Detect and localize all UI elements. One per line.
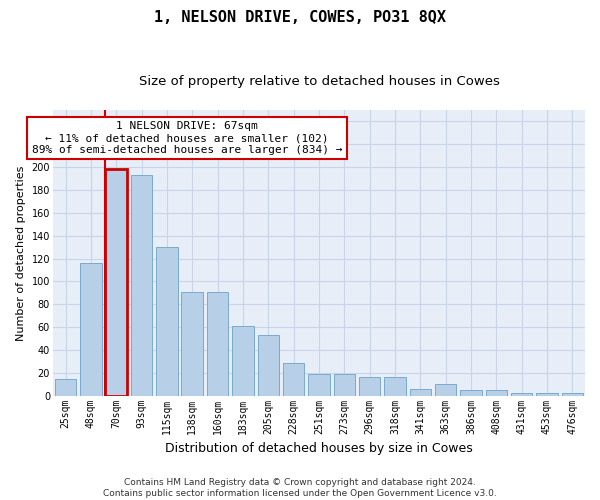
Bar (55, 378, 76, 396)
Bar (131, 175, 152, 396)
Bar (80, 263, 101, 396)
Bar (359, 378, 380, 396)
Title: Size of property relative to detached houses in Cowes: Size of property relative to detached ho… (139, 75, 499, 88)
Bar (156, 247, 178, 396)
Bar (232, 326, 254, 396)
Bar (460, 390, 482, 396)
Bar (106, 170, 127, 396)
Bar (410, 389, 431, 396)
Bar (257, 335, 279, 396)
Bar (308, 374, 330, 396)
Bar (283, 362, 304, 396)
Bar (207, 292, 229, 396)
Bar (511, 394, 532, 396)
Bar (384, 378, 406, 396)
Bar (485, 390, 507, 396)
Bar (562, 394, 583, 396)
Y-axis label: Number of detached properties: Number of detached properties (16, 165, 26, 340)
Bar (536, 394, 558, 396)
X-axis label: Distribution of detached houses by size in Cowes: Distribution of detached houses by size … (165, 442, 473, 455)
Bar (334, 374, 355, 396)
Bar (435, 384, 457, 396)
Text: 1 NELSON DRIVE: 67sqm
← 11% of detached houses are smaller (102)
89% of semi-det: 1 NELSON DRIVE: 67sqm ← 11% of detached … (32, 122, 343, 154)
Text: 1, NELSON DRIVE, COWES, PO31 8QX: 1, NELSON DRIVE, COWES, PO31 8QX (154, 10, 446, 25)
Text: Contains HM Land Registry data © Crown copyright and database right 2024.
Contai: Contains HM Land Registry data © Crown c… (103, 478, 497, 498)
Bar (181, 292, 203, 396)
